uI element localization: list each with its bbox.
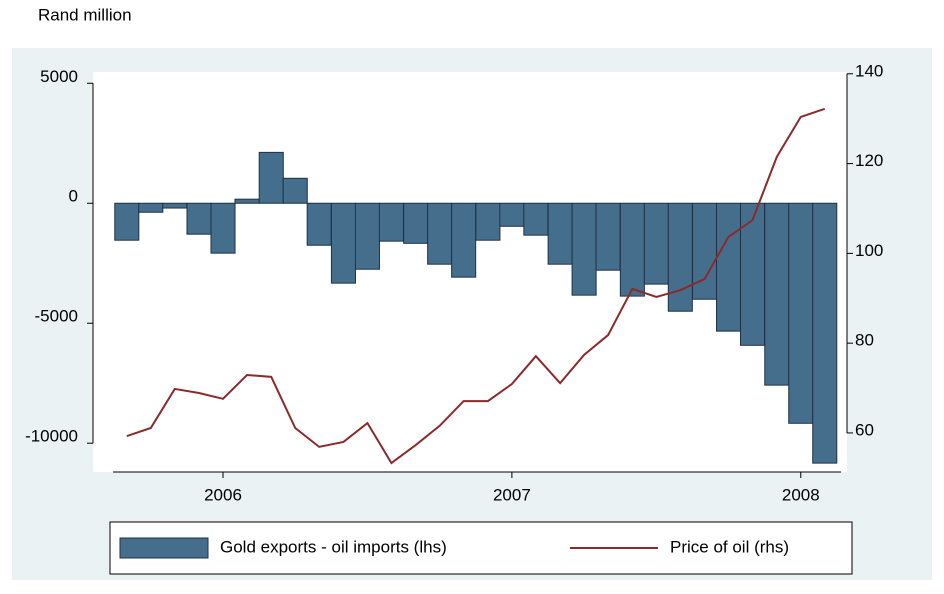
x-tick-label: 2008	[782, 485, 820, 504]
bar	[764, 202, 790, 386]
bar	[258, 151, 284, 204]
line	[126, 107, 826, 465]
bar	[667, 202, 693, 312]
y2-tick-label: 80	[855, 331, 874, 350]
y2-tick-label: 140	[855, 61, 883, 80]
bar	[547, 202, 573, 265]
bar	[306, 202, 332, 246]
y-tick-label: -5000	[35, 307, 78, 326]
bar	[427, 202, 453, 265]
bar	[739, 202, 766, 346]
y-tick-label: -10000	[25, 427, 78, 446]
bar	[186, 202, 212, 235]
bar	[162, 202, 188, 209]
bar	[643, 202, 669, 285]
legend	[109, 521, 853, 575]
bar	[451, 202, 477, 278]
x-tick-label: 2006	[204, 485, 242, 504]
y-tick-label: 5000	[40, 67, 78, 86]
y2-tick-label: 60	[855, 420, 874, 439]
bar	[378, 202, 404, 242]
bar	[210, 202, 236, 254]
bar	[523, 202, 549, 236]
bar	[619, 202, 645, 297]
bar	[499, 202, 525, 227]
bar	[234, 198, 260, 204]
bar	[788, 202, 814, 424]
bar	[282, 177, 308, 204]
bar	[595, 202, 621, 271]
bar	[692, 202, 718, 300]
y2-tick-label: 100	[855, 241, 883, 260]
bar	[114, 202, 140, 241]
x-tick-label: 2007	[493, 485, 531, 504]
legend-swatch	[119, 537, 209, 559]
bar	[475, 202, 501, 241]
bar	[812, 202, 838, 464]
bar	[138, 202, 164, 213]
y2-tick-label: 120	[855, 151, 883, 170]
bar	[403, 202, 429, 244]
legend-label: Gold exports - oil imports (lhs)	[220, 537, 447, 556]
bar	[354, 202, 380, 270]
bar	[571, 202, 597, 296]
y-tick-label: 0	[69, 187, 78, 206]
y-axis-label: Rand million	[38, 5, 132, 24]
legend-label: Price of oil (rhs)	[670, 537, 789, 556]
bar	[330, 202, 357, 284]
bar	[716, 202, 742, 332]
